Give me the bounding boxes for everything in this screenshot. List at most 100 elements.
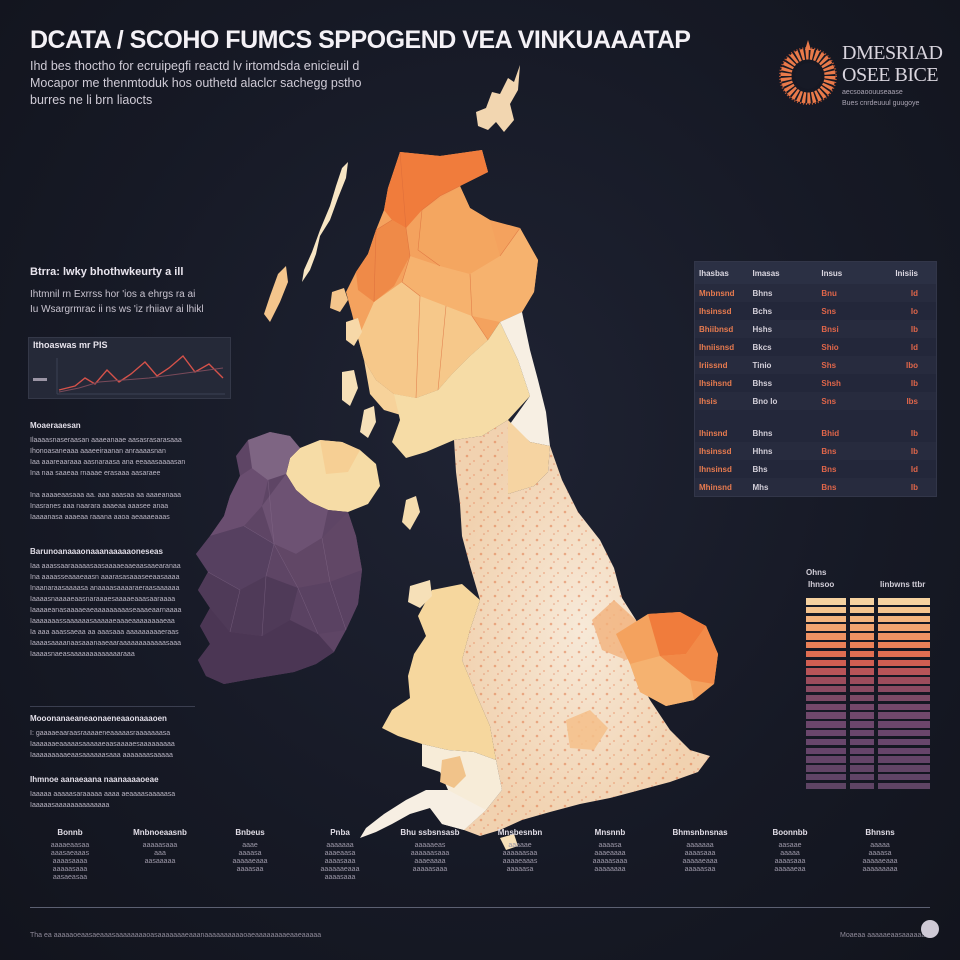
bottom-stat: Bonnb aaaaeaasaa aaasaeaaas aaaasaaaa aaaaas…: [30, 828, 110, 882]
text-line: Iaaaanasa aaaeaa raaana aaoa aeaaaeaaas: [30, 514, 170, 521]
table-row: Ihinsnd Bhns Bhid Ib: [695, 424, 936, 442]
table-cell: Ib: [910, 428, 918, 438]
gradient-bar-segment: [878, 685, 930, 693]
gradient-bar-segment: [850, 729, 874, 737]
bottom-stat-line: aaaaaaa: [686, 842, 714, 849]
bottom-stat: Bnbeus aaae aaaasa aaaaaeaaa aaaasaa: [210, 828, 290, 874]
gradient-bar-segment: [878, 633, 930, 640]
table-cell: Bnsi: [821, 324, 839, 334]
gradient-bar-stack-a: [806, 598, 846, 792]
bottom-stat-line: aaaaaeas: [414, 842, 446, 849]
bottom-stat-line: aaaaaeaaa: [682, 858, 718, 865]
text-line: Iaaaasnaeasaaaaaaaaaaaaaraaa: [30, 651, 135, 658]
text-block: Barunoanaaaonaaanaaaaaoneseas Iaa aaassa…: [30, 546, 195, 660]
gradient-bar-segment: [878, 650, 930, 658]
table-cell: Hshs: [752, 324, 773, 334]
data-table: Ihasbas Imasas Insus Inisiis Mnbnsnd Bhn…: [694, 261, 937, 497]
gradient-bar-segment: [806, 773, 846, 781]
gradient-bar-segment: [850, 756, 874, 763]
gradient-bar-segment: [806, 615, 846, 623]
gradient-bar-segment: [850, 615, 874, 623]
map-channel-island: [500, 834, 518, 850]
gradient-bar-segment: [806, 650, 846, 658]
bottom-stat-label: Boonnbb: [772, 828, 808, 837]
gradient-bar-segment: [850, 703, 874, 711]
gradient-bar-segment: [806, 729, 846, 737]
table-cell: Ib: [910, 482, 918, 492]
gradient-bar-segment: [806, 677, 846, 684]
bottom-stat-label: Bonnb: [57, 828, 83, 837]
bottom-stat-line: aaaaa: [870, 842, 890, 849]
table-row: Bhiibnsd Hshs Bnsi Ib: [695, 320, 936, 338]
gradient-bar-segment: [850, 598, 874, 605]
table-cell: Io: [910, 306, 918, 316]
page-title: DCATA / SCOHO FUMCS SPPOGEND VEA VINKUAA…: [30, 26, 691, 54]
bottom-stat-line: aaaaaeaaa: [862, 858, 898, 865]
gradient-bar-segment: [806, 738, 846, 746]
footer-credit: Moaeaa aaaaaeaasaaaaaa: [840, 932, 926, 939]
table-cell: Bhns: [752, 288, 773, 298]
bottom-stat-line: aaaaasaaa: [412, 866, 448, 873]
map-region-england: [454, 420, 710, 836]
table-row: Ihnsinsd Bhs Bns Id: [695, 460, 936, 478]
gradient-bar-segment: [878, 694, 930, 702]
left-panel-text: Ihtmnil rn Exrrss hor 'ios a ehrgs ra ai…: [30, 287, 230, 317]
table-row: Ihniisnsd Bkcs Shio Id: [695, 338, 936, 356]
table-cell: Tinio: [752, 360, 772, 370]
gradient-bar-segment: [850, 738, 874, 746]
sparkline-label: Ithoaswas mr PIS: [33, 340, 108, 350]
gradient-bar-segment: [806, 668, 846, 675]
bottom-stat-line: aaaaaaaa: [594, 866, 626, 873]
map-inner-hebrides: [330, 288, 376, 438]
gradient-bar-segment: [850, 633, 874, 640]
table-cell: Bkcs: [752, 342, 772, 352]
bottom-stat-line: aasaaaaa: [144, 858, 176, 865]
bottom-stat-line: aaaasa: [598, 842, 622, 849]
gradient-bar-segment: [806, 765, 846, 772]
gradient-bar-segment: [878, 729, 930, 737]
gradient-bar-segment: [850, 712, 874, 719]
text-block-heading: Mooonanaeaneaonaeneaaonaaaoen: [30, 714, 167, 723]
gradient-bar-segment: [806, 747, 846, 755]
map-region-south-west: [360, 756, 486, 838]
table-cell: Id: [910, 464, 918, 474]
gradient-bar-segment: [850, 606, 874, 614]
bottom-stat-label: Bhmsnbnsnas: [672, 828, 728, 837]
bottom-stat-line: aaaaasaa: [684, 866, 716, 873]
table-cell: Sns: [821, 306, 837, 316]
gradient-bar-segment: [850, 782, 874, 790]
bottom-stat-line: aaae: [242, 842, 258, 849]
table-cell: Bns: [821, 482, 837, 492]
table-cell: Mhs: [752, 482, 769, 492]
table-row: Mhinsnd Mhs Bns Ib: [695, 478, 936, 496]
gradient-bar-segment: [850, 677, 874, 684]
bottom-stat-line: aaaeaasa: [324, 850, 356, 857]
table-cell: Shio: [821, 342, 839, 352]
page-subtitle: Ihd bes thoctho for ecruipegfi reactd lv…: [30, 58, 430, 109]
gradient-bar-segment: [806, 712, 846, 719]
table-cell: Bno lo: [752, 396, 778, 406]
gradient-bar-segment: [806, 598, 846, 605]
text-line: Ihonoasaneaaa aaaeeiraanan anraaaasnan: [30, 448, 166, 455]
subtitle-line: burres ne li brn liaocts: [30, 93, 153, 107]
bottom-stat-line: aaaaaasaa: [502, 850, 538, 857]
bottom-stat-line: aaaaasaaa: [142, 842, 178, 849]
bottom-stat-label: Bhnsns: [865, 828, 895, 837]
map-region-ireland: [196, 432, 362, 684]
bottom-stat-line: aaaaaaeaaa: [320, 866, 360, 873]
text-line: Inaanaraasaaaasa anaaaasaaaaraeraasaaaaa…: [30, 585, 180, 592]
text-line: Ilaaaasnaseraasan aaaeanaae aasasrasaras…: [30, 437, 182, 444]
gradient-bar-segment: [878, 712, 930, 719]
table-row: Mnbnsnd Bhns Bnu Id: [695, 284, 936, 302]
bottom-stat-line: aaaasa: [238, 850, 262, 857]
brand-line-4: Bues cnrdeuuul guugoye: [842, 100, 920, 107]
bottom-stat-line: aaa: [154, 850, 166, 857]
bottom-stat: Boonnbb aasaae aaaaa aaaasaaa aaaaaeaa: [750, 828, 830, 874]
text-line: Ia aaa aaassaeaa aa aaasaaa aaaaaaaaaera…: [30, 629, 179, 636]
gradient-bar-segment: [878, 738, 930, 746]
bottom-stats-row: Bonnb aaaaeaasaa aaasaeaaas aaaasaaaa aaaaas…: [30, 828, 930, 898]
table-cell: Bhs: [752, 464, 768, 474]
bars-label-a: Ihnsoo: [808, 580, 835, 589]
table-cell: Bhid: [821, 428, 840, 438]
table-cell: Ihsinssd: [699, 306, 732, 316]
